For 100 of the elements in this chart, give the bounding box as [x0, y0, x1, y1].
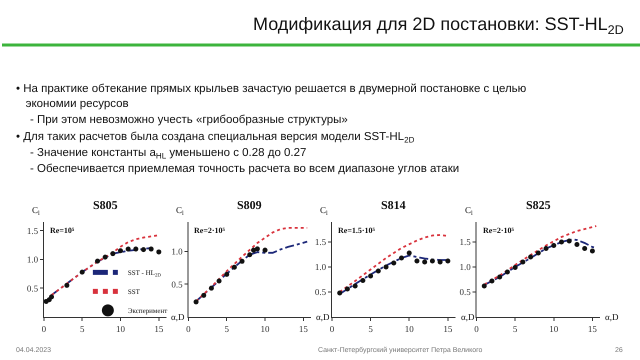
x-tick-label: 15	[154, 324, 164, 334]
point	[536, 250, 541, 256]
text: - Обеспечивается приемлемая точность расчета во всем диапазоне углов атаки	[30, 163, 460, 175]
point	[194, 299, 199, 304]
point	[232, 264, 237, 270]
point	[251, 248, 256, 253]
x-axis-title: α,D	[605, 312, 619, 322]
y-tick-label: 1.0	[171, 246, 184, 257]
chart-title: S814	[381, 198, 406, 212]
y-tick-label: 1.5	[314, 237, 327, 248]
x-axis-title: α,D	[316, 312, 330, 322]
x-tick-label: 10	[260, 324, 270, 334]
point	[201, 292, 206, 298]
y-axis-title: C$_{l}$	[176, 205, 184, 217]
point	[422, 260, 428, 264]
chart-title: S809	[237, 198, 262, 212]
point	[156, 249, 162, 254]
point	[414, 258, 420, 264]
x-axis-title: α,D	[171, 312, 185, 322]
x-tick-label: 0	[330, 324, 335, 334]
point	[95, 258, 100, 264]
point	[344, 286, 350, 292]
x-tick-label: 5	[224, 324, 230, 334]
annotation: Re=2·10⁵	[194, 226, 226, 235]
point	[497, 274, 502, 280]
point	[512, 265, 518, 270]
y-tick-label: 1.0	[459, 262, 472, 272]
y-tick-label: 1.0	[314, 262, 327, 272]
point	[566, 238, 572, 244]
point	[262, 248, 268, 253]
point	[574, 242, 580, 247]
y-tick-label: 1.5	[459, 237, 472, 248]
point	[399, 256, 404, 260]
point	[337, 290, 342, 296]
y-tick-label: 0.5	[314, 287, 327, 298]
x-tick-label: 5	[368, 324, 374, 334]
y-tick-label: 0.5	[459, 287, 472, 298]
x-tick-label: 10	[404, 324, 414, 334]
text: Модификация для 2D постановки: SST-HL$_{2D}$	[253, 14, 624, 37]
x-axis-title: α,D	[461, 312, 475, 322]
y-tick-label: 0.5	[26, 283, 39, 294]
x-tick-label: 5	[80, 324, 85, 334]
point	[224, 272, 230, 277]
point	[590, 248, 595, 254]
text: • Для таких расчетов была создана специальная версия модели SST-HL$_{2D}$	[16, 131, 415, 144]
point	[482, 284, 487, 288]
x-tick-label: 0	[474, 324, 480, 334]
point	[445, 258, 450, 264]
y-tick-label: 1.5	[26, 226, 39, 236]
x-tick-label: 0	[42, 324, 47, 334]
point	[64, 282, 70, 288]
point	[368, 274, 374, 278]
text: • На практике обтекание прямых крыльев зачастую решается в двумерной постановке с целью экономии ресурсов	[16, 83, 527, 110]
annotation: Re=2·10⁵	[483, 226, 515, 235]
point	[102, 254, 108, 260]
text: - При этом невозможно учесть «грибообразные структуры»	[30, 114, 348, 126]
point	[110, 251, 116, 256]
point	[126, 246, 131, 252]
point	[49, 294, 54, 300]
y-tick-label: 0.5	[171, 279, 184, 290]
annotation: Re=1.5·10⁵	[338, 226, 376, 235]
x-tick-label: 15	[588, 324, 598, 334]
annotation: Re=10⁵	[50, 226, 75, 235]
point	[133, 246, 138, 252]
point	[360, 278, 366, 283]
point	[438, 260, 443, 264]
point	[240, 258, 245, 264]
chart-title: S825	[526, 198, 551, 212]
point	[352, 284, 358, 288]
point	[430, 258, 435, 264]
x-tick-label: 10	[549, 324, 559, 334]
point	[489, 278, 494, 284]
point	[216, 278, 222, 284]
point	[544, 246, 549, 251]
point	[247, 252, 252, 258]
point	[528, 254, 534, 260]
point	[254, 246, 260, 252]
x-tick-label: 5	[512, 324, 518, 334]
point	[406, 250, 412, 256]
y-axis-title: C$_{l}$	[32, 205, 40, 217]
point	[391, 260, 396, 266]
point	[208, 286, 214, 291]
x-tick-label: 15	[298, 324, 308, 334]
x-tick-label: 0	[186, 324, 192, 334]
x-tick-label: 15	[443, 324, 453, 334]
y-axis-title: C$_{l}$	[465, 205, 474, 217]
y-tick-label: 1.0	[26, 254, 39, 265]
point	[520, 260, 526, 264]
chart-title: S805	[93, 198, 118, 212]
point	[141, 247, 146, 252]
point	[376, 268, 381, 274]
point	[582, 246, 588, 251]
x-tick-label: 10	[116, 324, 126, 334]
text: - Значение константы a$_{HL}$ уменьшено с 0.28 до 0.27	[30, 147, 306, 160]
point	[118, 248, 123, 254]
y-axis-title: C$_{l}$	[320, 205, 328, 217]
point	[384, 264, 389, 270]
point	[504, 270, 510, 274]
point	[551, 243, 556, 248]
point	[80, 270, 85, 275]
